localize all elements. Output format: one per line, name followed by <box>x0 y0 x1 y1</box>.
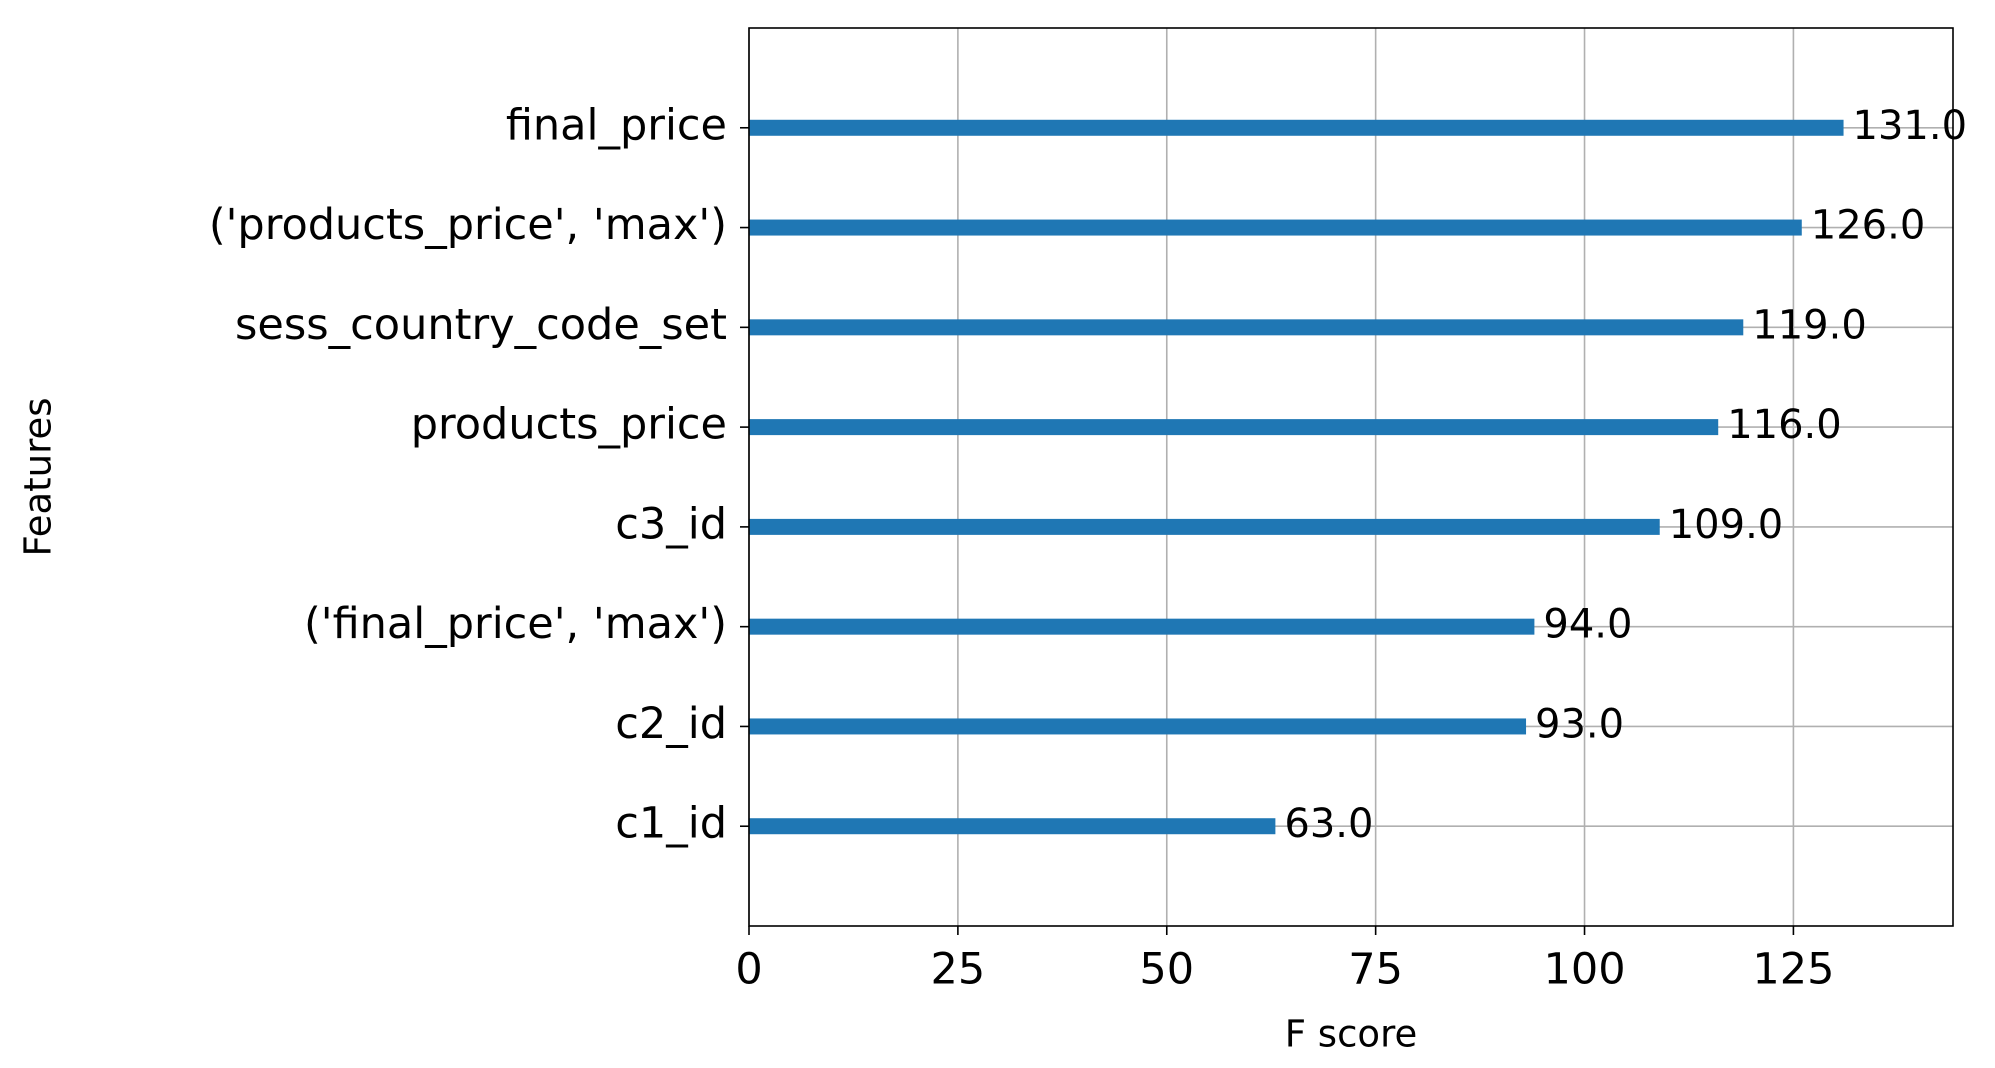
x-tick-label: 125 <box>1752 945 1834 995</box>
value-label: 131.0 <box>1853 103 1968 149</box>
y-tick-label: ('final_price', 'max') <box>304 599 727 649</box>
x-tick-label: 25 <box>931 945 986 995</box>
bar <box>749 219 1802 236</box>
y-tick-label: ('products_price', 'max') <box>209 200 727 250</box>
y-axis-label: Features <box>17 397 60 556</box>
value-label: 93.0 <box>1535 701 1624 747</box>
x-tick-label: 100 <box>1543 945 1625 995</box>
bar <box>749 419 1719 436</box>
value-label: 116.0 <box>1727 402 1842 448</box>
value-label: 126.0 <box>1811 203 1926 249</box>
bar <box>749 319 1744 336</box>
value-label: 94.0 <box>1543 602 1632 648</box>
x-tick-label: 0 <box>735 945 762 995</box>
y-tick-label: final_price <box>506 100 727 150</box>
bar <box>749 618 1535 635</box>
y-tick-label: products_price <box>411 400 727 450</box>
y-tick-label: c2_id <box>615 699 727 749</box>
x-axis-label: F score <box>1285 1013 1417 1056</box>
x-tick-label: 75 <box>1348 945 1403 995</box>
value-label: 63.0 <box>1284 801 1373 847</box>
y-tick-label: c3_id <box>615 499 727 549</box>
bar <box>749 518 1660 535</box>
y-tick-label: c1_id <box>615 799 727 849</box>
x-tick-label: 50 <box>1139 945 1194 995</box>
bar <box>749 119 1844 136</box>
value-label: 109.0 <box>1669 502 1784 548</box>
value-label: 119.0 <box>1752 302 1867 348</box>
y-tick-label: sess_country_code_set <box>235 300 727 350</box>
bar <box>749 718 1527 735</box>
bar <box>749 818 1276 835</box>
plot-frame <box>748 27 1954 927</box>
